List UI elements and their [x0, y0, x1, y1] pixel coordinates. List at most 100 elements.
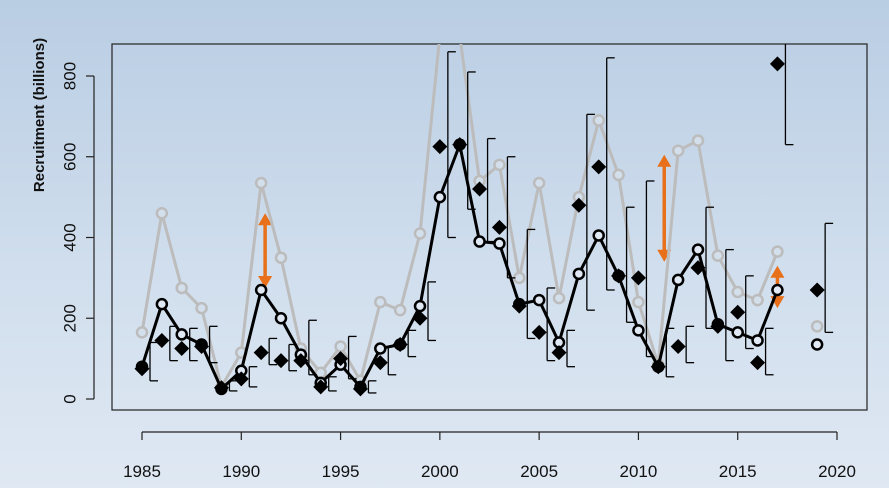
grey-point [671, 144, 685, 157]
diamond-point [472, 181, 488, 197]
grey-point [254, 176, 268, 190]
grey-point [552, 291, 566, 305]
diamond-point [352, 381, 368, 397]
diamond-point [690, 260, 706, 276]
y-tick-label: 400 [61, 223, 80, 251]
plot-area [111, 31, 868, 411]
diamond-point [511, 298, 527, 314]
grey-point-2019 [810, 320, 824, 333]
black-point [572, 267, 586, 281]
grey-point [334, 340, 347, 353]
diamond-point [253, 345, 269, 361]
black-point [175, 328, 188, 341]
diamond-point [412, 310, 428, 326]
error-bar [566, 329, 575, 368]
black-point [374, 342, 387, 355]
grey-point [731, 285, 744, 299]
error-bar [824, 222, 834, 334]
diamond-point [750, 355, 766, 371]
error-bar [764, 327, 774, 376]
black-point [751, 334, 764, 347]
error-bar [328, 376, 337, 392]
diamond-point [650, 359, 666, 375]
x-tick-label: 2020 [818, 462, 856, 481]
grey-point [771, 245, 784, 258]
diamond-point [730, 304, 746, 320]
error-bar [447, 51, 456, 239]
black-point [413, 299, 427, 313]
grey-point [455, 31, 465, 41]
diamond-point [531, 324, 547, 340]
grey-point [413, 227, 427, 240]
black-point [671, 273, 685, 287]
grey-point [135, 326, 149, 339]
grey-series-line [140, 44, 779, 389]
grey-point [493, 158, 506, 172]
grey-point [195, 301, 208, 315]
error-bar [526, 228, 536, 340]
grey-point [274, 251, 288, 264]
error-bar [725, 248, 734, 362]
error-bar [685, 325, 695, 364]
black-point [632, 324, 645, 337]
error-bar [248, 366, 258, 388]
y-axis: 0 200 400 600 800 [61, 62, 95, 404]
diamond-point [769, 56, 785, 72]
error-bar [268, 337, 278, 366]
diamond-point [313, 379, 329, 395]
diamond-point [273, 353, 289, 369]
plot-frame [111, 43, 868, 411]
grey-point [155, 207, 169, 220]
grey-point [612, 168, 625, 182]
grey-point [175, 281, 188, 295]
black-point [155, 297, 169, 311]
grey-series-layer [135, 31, 824, 394]
diamond-point [551, 345, 567, 361]
x-axis: 1985 1990 1995 2000 2005 2010 2015 2020 [123, 431, 856, 481]
diamond-point [452, 137, 468, 153]
black-point [731, 326, 744, 339]
error-bar [387, 345, 397, 376]
grey-point [751, 293, 764, 307]
diamond-point [293, 353, 309, 369]
black-point [691, 243, 705, 256]
diamond-point [333, 351, 349, 367]
black-point-2019 [810, 338, 824, 351]
error-bar [407, 329, 417, 358]
grey-point [393, 303, 407, 317]
diamond-point [174, 341, 190, 357]
diamond-point [809, 282, 825, 298]
grey-point [435, 31, 445, 41]
diamond-point [670, 339, 686, 355]
diamond-point [194, 339, 210, 355]
y-tick-label: 600 [61, 143, 80, 171]
diamond-point [372, 355, 388, 371]
y-tick-label: 0 [61, 394, 80, 403]
x-tick-label: 2010 [620, 462, 658, 481]
black-point [493, 237, 506, 250]
grey-point [632, 295, 645, 309]
x-tick-label: 1990 [222, 462, 260, 481]
diamond-point [611, 268, 627, 284]
grey-point [532, 176, 546, 190]
grey-point [711, 249, 725, 262]
grey-point [592, 114, 605, 127]
double-arrow [258, 213, 273, 288]
error-bar [149, 341, 158, 382]
error-bar [784, 44, 794, 146]
y-tick-label: 200 [61, 304, 80, 332]
arrow-head-up [258, 213, 273, 226]
diamond-point [630, 270, 646, 286]
black-point [532, 293, 546, 307]
x-tick-label: 2000 [421, 462, 459, 481]
diamond-point [571, 197, 587, 213]
black-point [771, 283, 784, 297]
black-point [254, 283, 268, 297]
error-bar [625, 206, 635, 323]
grey-point [374, 295, 387, 309]
arrow-head-up [770, 265, 785, 278]
black-point [433, 190, 447, 204]
error-bar [665, 327, 675, 378]
diamond-point [213, 380, 229, 396]
